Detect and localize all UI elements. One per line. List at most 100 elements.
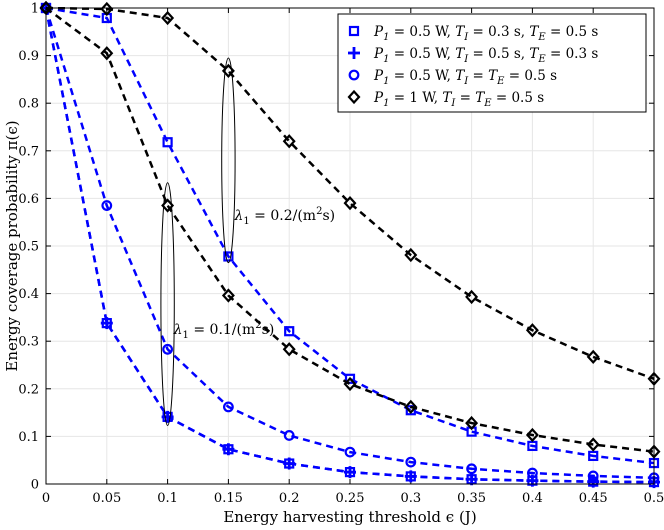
legend-part: P [373, 46, 384, 62]
legend-part: = 0.5 s [546, 24, 599, 40]
data-point [283, 430, 295, 441]
data-point [282, 134, 296, 149]
legend-label: P1 = 0.5 W, TI = TE = 0.5 s [373, 68, 557, 87]
series-line [45, 6, 655, 380]
data-point [100, 1, 114, 17]
tick-labels: 0 0.05 0.1 0.15 0.2 0.25 0.3 0.35 0.4 0.45 0.5 0 0.1… [18, 2, 664, 507]
legend-part: = [468, 68, 488, 84]
y-tick-label: 0.9 [18, 49, 39, 64]
legend-part: = 0.5 s, [468, 46, 529, 62]
legend-part: E [483, 98, 492, 109]
legend: P1 = 0.5 W, TI = 0.3 s, TE = 0.5 sP1 = 0… [337, 13, 647, 113]
data-point [161, 10, 175, 26]
data-point [404, 470, 417, 483]
x-tick-label: 0.05 [92, 491, 121, 506]
annotation-ellipse [160, 182, 175, 426]
legend-part: 1 [383, 76, 389, 87]
data-point [586, 437, 600, 452]
legend-part: = 1 W, [389, 90, 442, 106]
x-axis-title: Energy harvesting threshold ϵ (J) [223, 508, 476, 526]
legend-entry: P1 = 0.5 W, TI = 0.5 s, TE = 0.3 s [348, 46, 598, 65]
data-point [221, 288, 235, 303]
data-point [465, 289, 479, 305]
legend-marker [348, 47, 360, 59]
legend-part: 1 [383, 98, 389, 109]
data-point [587, 475, 600, 488]
annot-end: s) [262, 322, 275, 338]
annot-lambda: λ [173, 322, 183, 338]
annotation-label: λ1 = 0.2/(m2s) [233, 206, 335, 227]
legend-part: = 0.5 s [492, 90, 545, 106]
annot-lambda: λ [233, 208, 243, 224]
data-point [100, 46, 114, 61]
legend-marker [348, 25, 360, 37]
data-point [343, 196, 357, 211]
data-point [100, 317, 113, 330]
legend-part: = 0.5 W, [389, 46, 455, 62]
annotations: λ1 = 0.2/(m2s)λ1 = 0.1/(m2s) [160, 57, 335, 426]
data-point [344, 466, 356, 479]
x-tick-label: 0.5 [644, 491, 664, 506]
data-point [343, 376, 357, 392]
legend-part: 1 [383, 32, 389, 43]
legend-part: I [463, 76, 469, 87]
annot-rest: = 0.1/(m [189, 322, 255, 338]
x-tick-label: 0 [42, 491, 50, 506]
legend-part: I [450, 98, 456, 109]
series-line [45, 6, 655, 453]
annotation-label: λ1 = 0.1/(m2s) [173, 320, 275, 341]
data-point [101, 200, 113, 211]
annot-sub: 1 [183, 330, 189, 341]
legend-part: T [529, 24, 539, 40]
legend-part: P [373, 90, 384, 106]
legend-entry: P1 = 1 W, TI = TE = 0.5 s [347, 89, 545, 109]
annot-sup: 2 [255, 320, 261, 331]
legend-part: = 0.5 W, [389, 24, 455, 40]
data-point [161, 410, 174, 423]
legend-part: T [455, 24, 465, 40]
y-tick-label: 1 [31, 2, 39, 17]
data-point [587, 470, 599, 482]
x-tick-label: 0.35 [457, 491, 486, 506]
legend-part: = 0.3 s [546, 46, 599, 62]
legend-part: T [455, 68, 465, 84]
y-tick-label: 0.8 [18, 97, 39, 112]
x-tick-label: 0.1 [157, 491, 178, 506]
x-tick-label: 0.25 [336, 491, 365, 506]
x-tick-label: 0.15 [214, 491, 243, 506]
legend-part: E [496, 76, 505, 87]
y-tick-label: 0.6 [18, 192, 39, 207]
data-point [404, 399, 418, 415]
y-tick-label: 0.2 [18, 382, 39, 397]
data-point [344, 446, 356, 458]
annotation-ellipse [221, 57, 236, 264]
legend-box [337, 13, 647, 113]
legend-part: E [537, 54, 546, 65]
data-point [222, 443, 235, 456]
annot-sup: 2 [316, 206, 322, 217]
y-tick-label: 0.7 [18, 144, 39, 159]
annot-rest: = 0.2/(m [250, 208, 316, 224]
legend-part: T [488, 68, 498, 84]
data-point [405, 456, 417, 468]
legend-part: I [463, 32, 469, 43]
data-point [284, 326, 295, 337]
legend-part: T [529, 46, 539, 62]
data-point [465, 473, 478, 486]
data-point [283, 457, 296, 470]
data-point [466, 463, 478, 475]
y-tick-label: 0.1 [18, 430, 39, 445]
legend-part: = 0.3 s, [468, 24, 529, 40]
y-axis-title: Energy coverage probability π(ϵ) [3, 120, 21, 371]
legend-part: T [442, 90, 452, 106]
legend-part: = [455, 90, 475, 106]
y-tick-label: 0 [31, 478, 39, 493]
series-line [44, 7, 655, 480]
y-tick-label: 0.3 [18, 335, 39, 350]
legend-label: P1 = 0.5 W, TI = 0.5 s, TE = 0.3 s [373, 46, 598, 65]
x-tick-label: 0.3 [400, 491, 421, 506]
y-tick-label: 0.4 [18, 287, 39, 302]
legend-part: = 0.5 W, [389, 68, 455, 84]
legend-part: T [475, 90, 485, 106]
